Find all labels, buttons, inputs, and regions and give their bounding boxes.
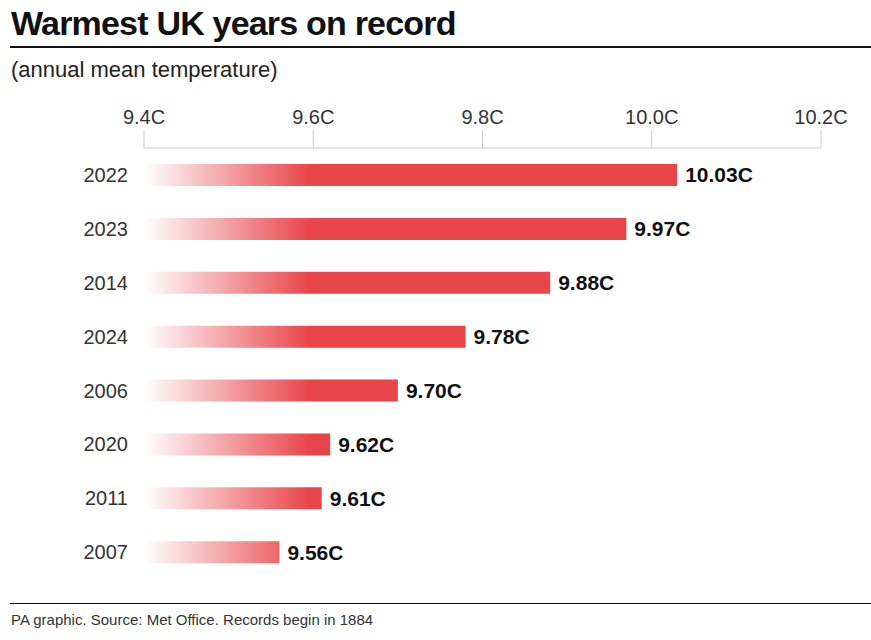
svg-text:2006: 2006 [84,380,129,402]
svg-text:9.6C: 9.6C [292,106,334,128]
svg-text:9.97C: 9.97C [634,217,690,240]
svg-text:2024: 2024 [84,326,129,348]
svg-text:10.2C: 10.2C [794,106,847,128]
html-text:PA graphic. Source: Met Office: PA graphic. Source: Met Office. Records … [11,611,374,628]
svg-text:2020: 2020 [84,433,129,455]
svg-text:2007: 2007 [84,541,129,563]
svg-text:9.4C: 9.4C [123,106,165,128]
svg-text:2022: 2022 [84,164,129,186]
svg-text:10.0C: 10.0C [625,106,678,128]
svg-text:9.8C: 9.8C [461,106,503,128]
html-text:(annual mean temperature): (annual mean temperature) [11,57,278,82]
svg-text:10.03C: 10.03C [685,163,753,186]
svg-text:2011: 2011 [85,487,128,509]
svg-text:2023: 2023 [84,218,129,240]
svg-text:2014: 2014 [84,272,129,294]
svg-text:9.70C: 9.70C [406,379,462,402]
svg-text:9.56C: 9.56C [287,541,343,564]
svg-text:9.61C: 9.61C [330,487,386,510]
svg-text:9.78C: 9.78C [474,325,530,348]
html-text:Warmest UK years on record: Warmest UK years on record [11,4,456,42]
svg-text:9.88C: 9.88C [558,271,614,294]
svg-text:9.62C: 9.62C [338,433,394,456]
